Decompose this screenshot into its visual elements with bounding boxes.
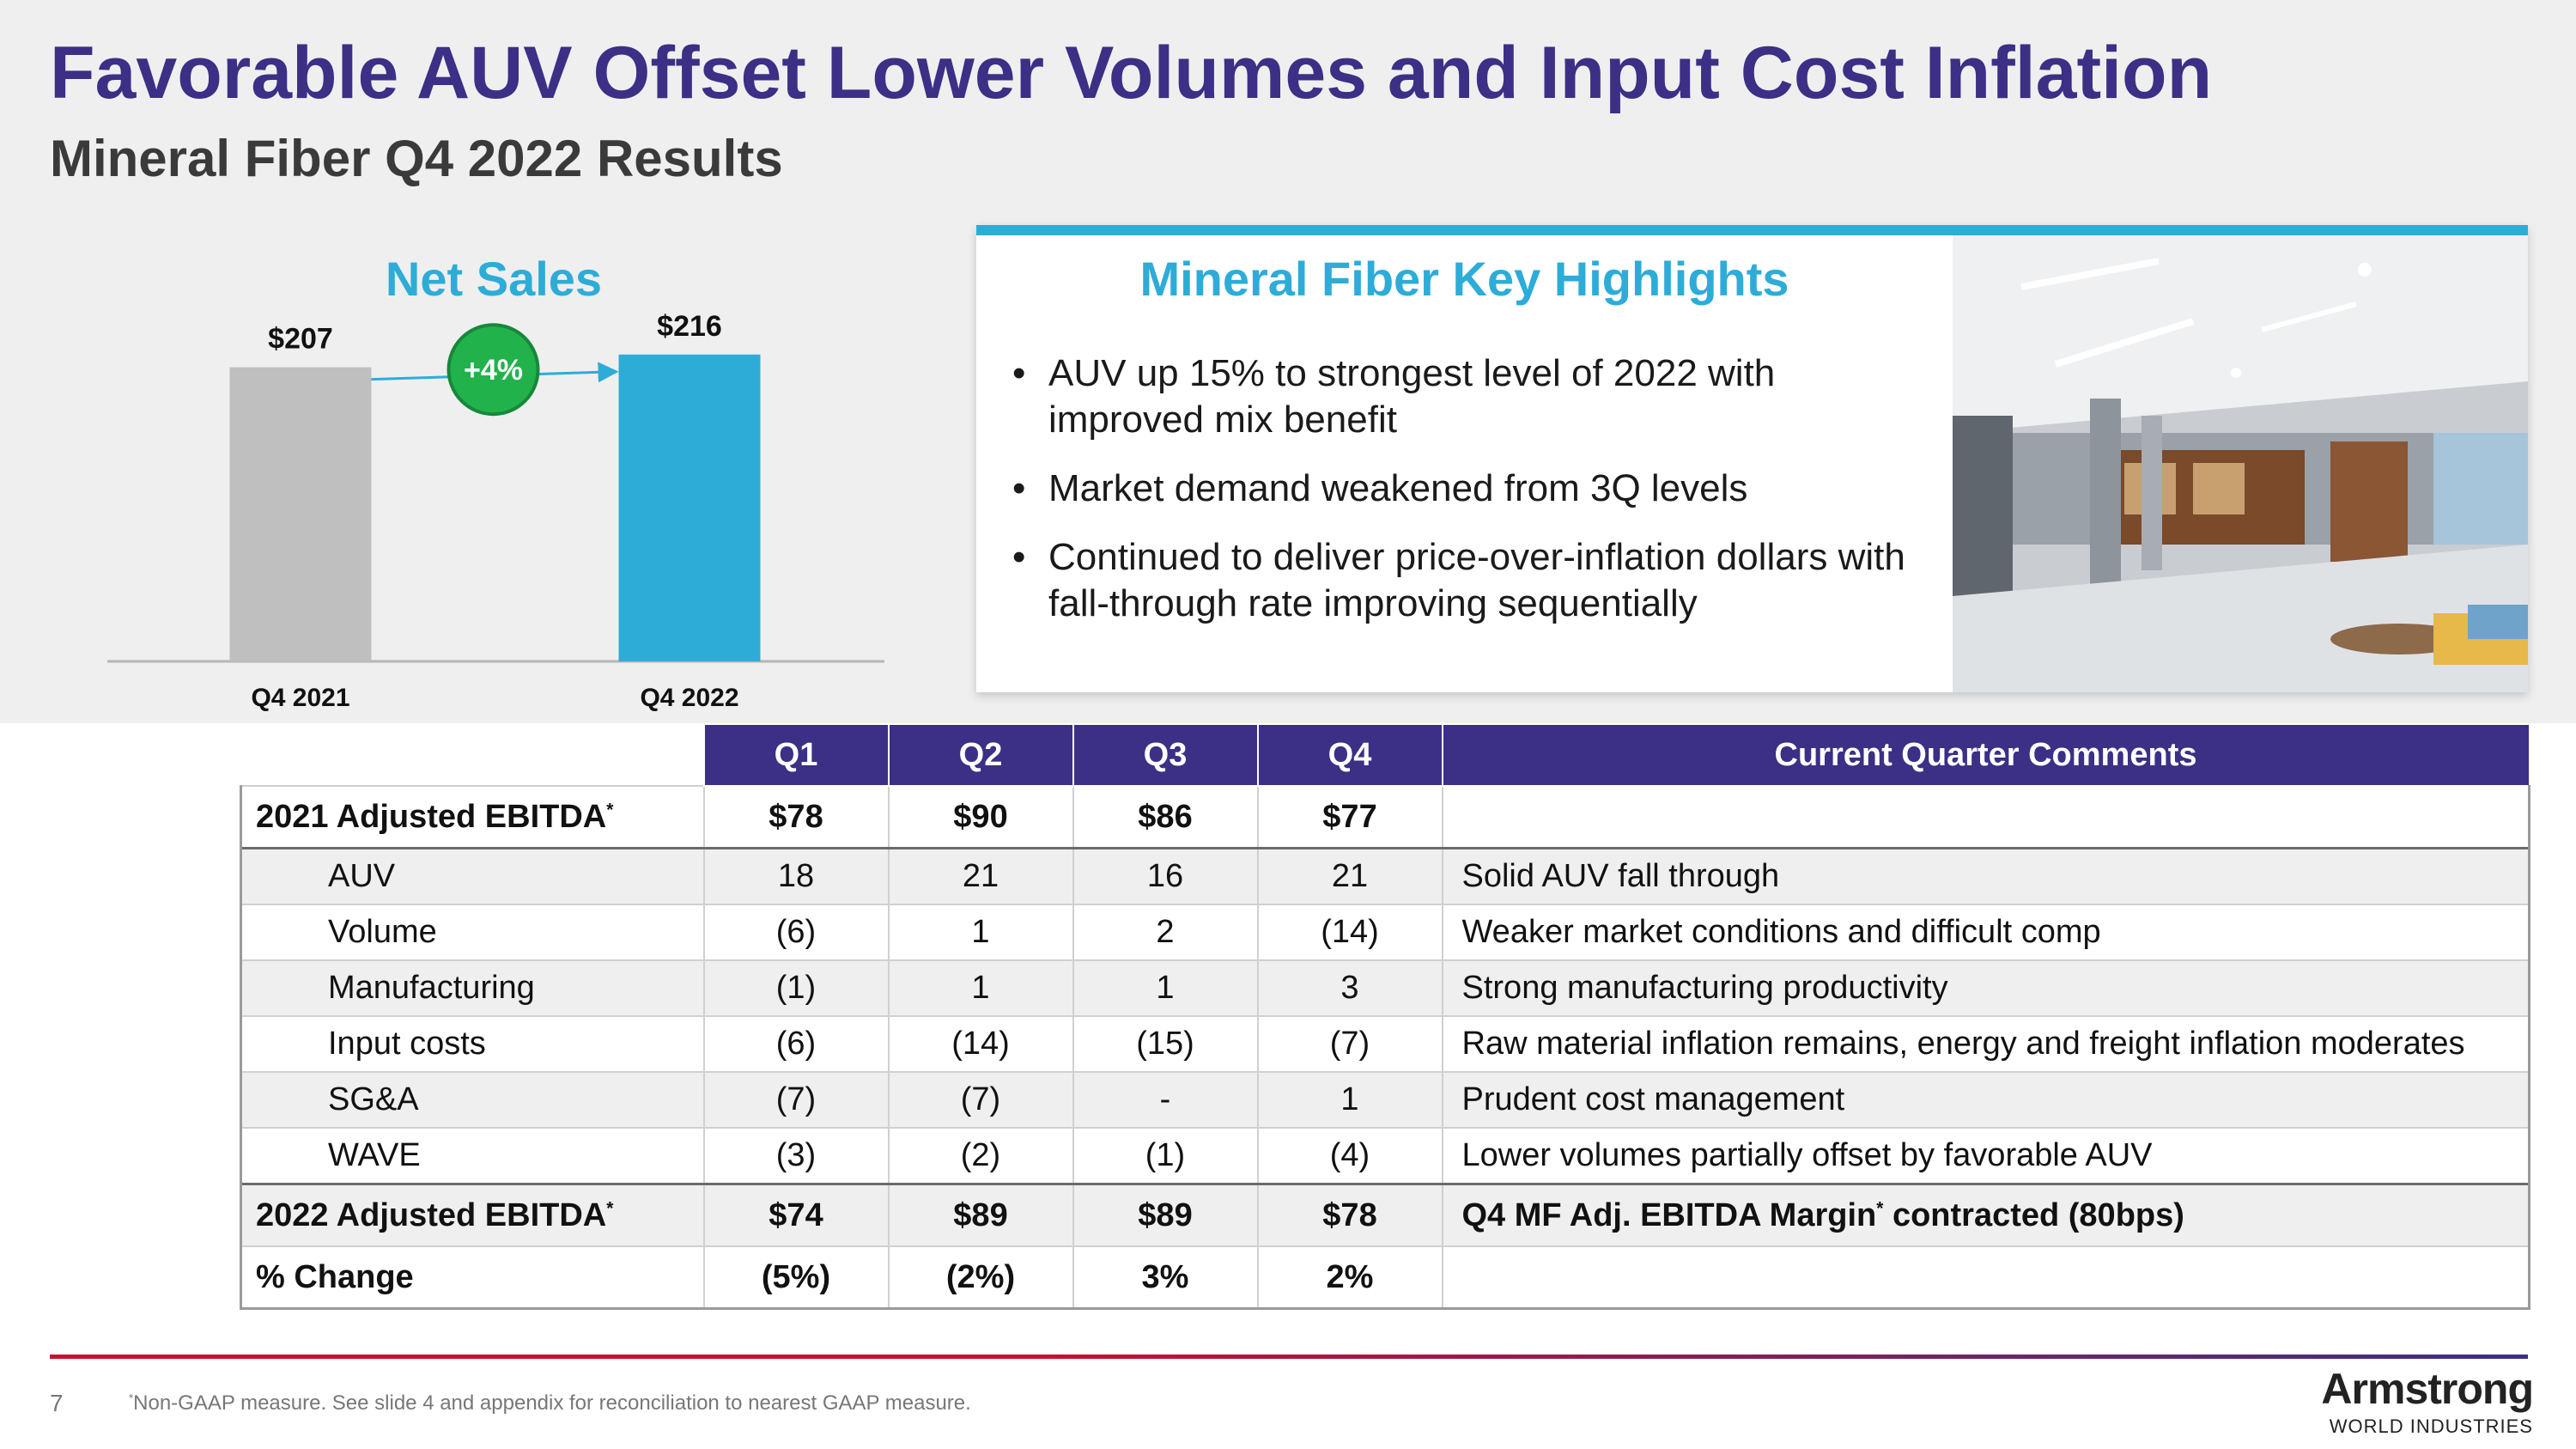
bar-q4-2022 — [618, 354, 761, 661]
highlights-accent-bar — [976, 225, 2528, 235]
highlights-title: Mineral Fiber Key Highlights — [1139, 252, 1789, 306]
page-number: 7 — [50, 1390, 64, 1416]
bar-q4-2021 — [229, 367, 372, 661]
bar-value-label: $216 — [657, 310, 722, 343]
cell-q3: $89 — [1072, 1183, 1259, 1247]
category-label: Q4 2022 — [640, 684, 738, 712]
row-label: WAVE — [240, 1127, 705, 1185]
cell-q3: (1) — [1072, 1127, 1259, 1185]
cell-q1: $78 — [702, 785, 890, 849]
highlight-item: Market demand weakened from 3Q levels — [1012, 466, 1940, 512]
cell-q1: (7) — [702, 1071, 890, 1129]
cell-comment — [1441, 1245, 2530, 1310]
table-row: AUV 18 21 16 21 Solid AUV fall through — [240, 847, 2530, 905]
cell-q1: (5%) — [702, 1245, 890, 1310]
cell-q1: $74 — [702, 1183, 890, 1247]
cell-q4: (4) — [1256, 1127, 1443, 1185]
cell-q4: (14) — [1256, 904, 1443, 961]
cell-q2: 1 — [887, 904, 1074, 961]
row-label: Input costs — [240, 1015, 705, 1073]
cell-q2: (2) — [887, 1127, 1074, 1185]
cell-comment: Solid AUV fall through — [1441, 847, 2530, 905]
cell-q3: (15) — [1072, 1015, 1259, 1073]
cell-q3: 2 — [1072, 904, 1259, 961]
chart-title: Net Sales — [385, 252, 603, 306]
table-row: Manufacturing (1) 1 1 3 Strong manufactu… — [240, 959, 2530, 1017]
cell-q4: (7) — [1256, 1015, 1443, 1073]
cell-q2: 1 — [887, 959, 1074, 1017]
cell-comment: Weaker market conditions and difficult c… — [1441, 904, 2530, 961]
table-row: WAVE (3) (2) (1) (4) Lower volumes parti… — [240, 1127, 2530, 1185]
cell-q1: (1) — [702, 959, 890, 1017]
cell-comment: Strong manufacturing productivity — [1441, 959, 2530, 1017]
row-label: Volume — [240, 904, 705, 961]
growth-badge-label: +4% — [464, 354, 523, 387]
cell-comment: Raw material inflation remains, energy a… — [1441, 1015, 2530, 1073]
table-row: % Change (5%) (2%) 3% 2% — [240, 1245, 2530, 1310]
cell-q4: $78 — [1256, 1183, 1443, 1247]
header-blank-cell — [241, 724, 704, 786]
growth-badge — [447, 323, 540, 417]
header-comments: Current Quarter Comments — [1441, 723, 2530, 787]
cell-q4: $77 — [1256, 785, 1443, 849]
ebitda-bridge-table: Q1 Q2 Q3 Q4 Current Quarter Comments 202… — [240, 723, 2530, 1310]
footnote: *Non-GAAP measure. See slide 4 and appen… — [129, 1391, 971, 1415]
cell-comment — [1441, 785, 2530, 849]
cell-q2: (2%) — [887, 1245, 1074, 1310]
cell-q3: - — [1072, 1071, 1259, 1129]
row-label: % Change — [240, 1245, 705, 1310]
cell-q4: 1 — [1256, 1071, 1443, 1129]
net-sales-chart: $207 Q4 2021 $216 Q4 2022 +4% — [107, 310, 884, 712]
row-label: 2021 Adjusted EBITDA* — [240, 785, 705, 849]
header-q2: Q2 — [887, 723, 1074, 787]
cell-q2: (14) — [887, 1015, 1074, 1073]
cell-q3: 1 — [1072, 959, 1259, 1017]
cell-q1: 18 — [702, 847, 890, 905]
page-subtitle: Mineral Fiber Q4 2022 Results — [50, 130, 783, 187]
table-row: 2022 Adjusted EBITDA* $74 $89 $89 $78 Q4… — [240, 1183, 2530, 1247]
highlights-list: AUV up 15% to strongest level of 2022 wi… — [1012, 350, 1940, 649]
cell-q4: 21 — [1256, 847, 1443, 905]
table-header-row: Q1 Q2 Q3 Q4 Current Quarter Comments — [241, 723, 2530, 787]
table-row: Input costs (6) (14) (15) (7) Raw materi… — [240, 1015, 2530, 1073]
page-title: Favorable AUV Offset Lower Volumes and I… — [50, 32, 2213, 114]
highlight-item: AUV up 15% to strongest level of 2022 wi… — [1012, 350, 1940, 443]
cell-q1: (6) — [702, 904, 890, 961]
cell-q2: (7) — [887, 1071, 1074, 1129]
cell-comment: Q4 MF Adj. EBITDA Margin* contracted (80… — [1441, 1183, 2530, 1247]
bar-value-label: $207 — [268, 323, 333, 356]
row-label: 2022 Adjusted EBITDA* — [240, 1183, 705, 1247]
header-q4: Q4 — [1256, 723, 1443, 787]
armstrong-logo: Armstrong WORLD INDUSTRIES — [2301, 1361, 2534, 1442]
cell-q2: $90 — [887, 785, 1074, 849]
row-label: SG&A — [240, 1071, 705, 1129]
row-label: AUV — [240, 847, 705, 905]
cell-q4: 3 — [1256, 959, 1443, 1017]
header-q3: Q3 — [1072, 723, 1259, 787]
row-label: Manufacturing — [240, 959, 705, 1017]
cell-comment: Lower volumes partially offset by favora… — [1441, 1127, 2530, 1185]
cell-q2: $89 — [887, 1183, 1074, 1247]
cell-comment: Prudent cost management — [1441, 1071, 2530, 1129]
category-label: Q4 2021 — [251, 684, 349, 712]
table-row: SG&A (7) (7) - 1 Prudent cost management — [240, 1071, 2530, 1129]
logo-subtitle: WORLD INDUSTRIES — [2329, 1416, 2533, 1437]
footer-rule — [50, 1355, 2528, 1359]
office-interior-photo — [1953, 235, 2528, 692]
table-row: Volume (6) 1 2 (14) Weaker market condit… — [240, 904, 2530, 961]
cell-q3: $86 — [1072, 785, 1259, 849]
cell-q1: (3) — [702, 1127, 890, 1185]
cell-q4: 2% — [1256, 1245, 1443, 1310]
cell-q3: 3% — [1072, 1245, 1259, 1310]
cell-q1: (6) — [702, 1015, 890, 1073]
cell-q3: 16 — [1072, 847, 1259, 905]
logo-wordmark: Armstrong — [2321, 1365, 2534, 1413]
header-q1: Q1 — [702, 723, 890, 787]
highlights-panel: Mineral Fiber Key Highlights AUV up 15% … — [976, 225, 2528, 692]
table-row: 2021 Adjusted EBITDA* $78 $90 $86 $77 — [240, 785, 2530, 849]
cell-q2: 21 — [887, 847, 1074, 905]
highlight-item: Continued to deliver price-over-inflatio… — [1012, 534, 1940, 627]
